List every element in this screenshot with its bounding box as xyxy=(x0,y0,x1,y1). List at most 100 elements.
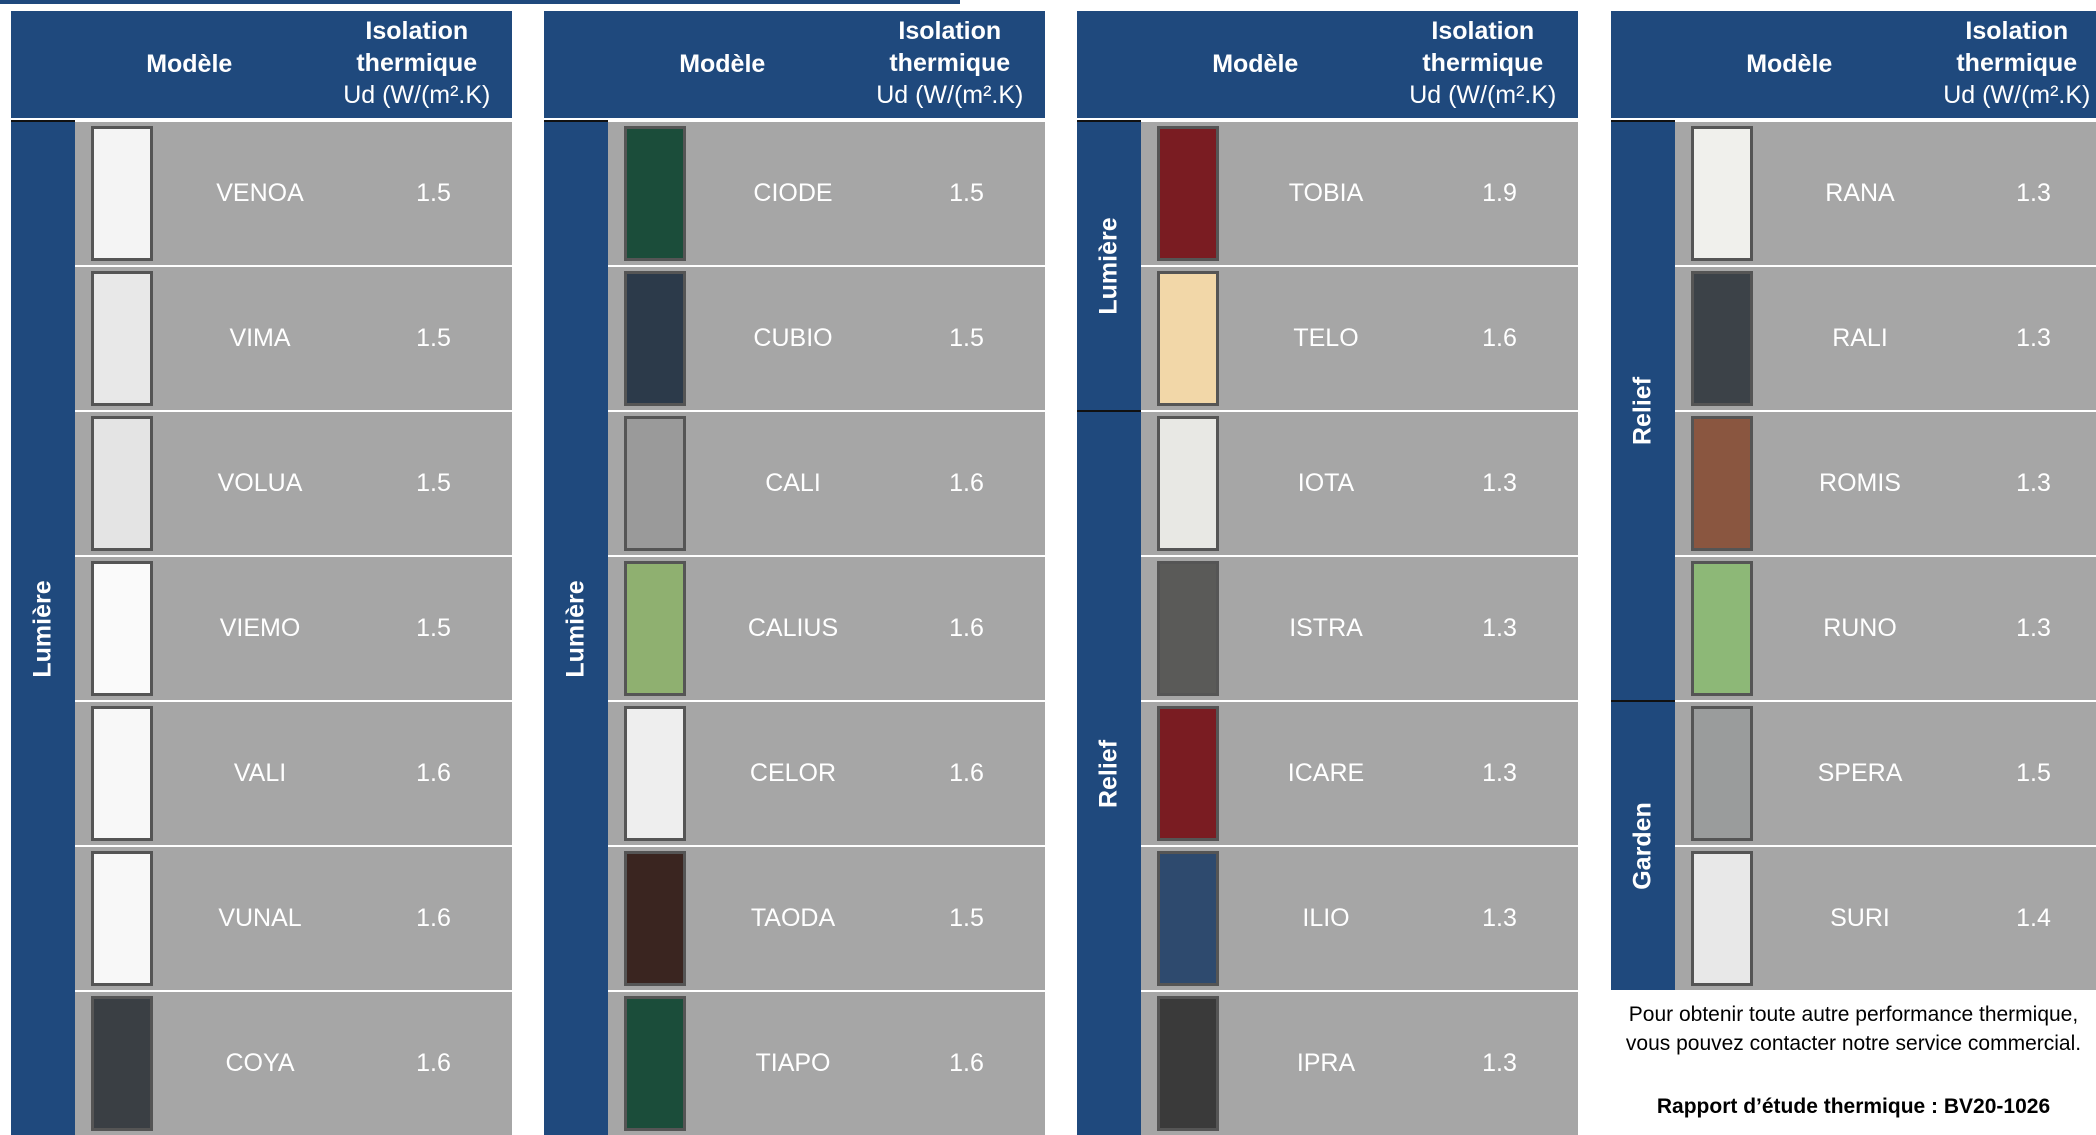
group-label-text: Lumière xyxy=(28,579,57,678)
model-name: CELOR xyxy=(698,702,888,845)
table-row: RALI 1.3 xyxy=(1675,265,2096,410)
ud-value: 1.6 xyxy=(355,702,512,845)
model-name: RANA xyxy=(1765,122,1955,265)
group-label: Lumière xyxy=(11,120,75,1135)
group-label: Lumière xyxy=(544,120,608,1135)
header-insulation: Isolation thermique Ud (W/(m².K) xyxy=(855,15,1045,111)
door-image xyxy=(91,851,153,986)
door-image xyxy=(1157,416,1219,551)
header-insulation-line: Isolation xyxy=(898,17,1002,45)
ud-value: 1.3 xyxy=(1421,847,1578,990)
header-insulation-line: thermique xyxy=(889,49,1011,77)
table-header: Modèle Isolation thermique Ud (W/(m².K) xyxy=(11,11,512,118)
door-image xyxy=(624,561,686,696)
door-image xyxy=(1691,126,1753,261)
group-label-text: Relief xyxy=(1094,739,1123,808)
ud-value: 1.5 xyxy=(888,267,1045,410)
model-name: CUBIO xyxy=(698,267,888,410)
header-insulation: Isolation thermique Ud (W/(m².K) xyxy=(322,15,512,111)
header-insulation-line: Isolation xyxy=(1965,17,2069,45)
model-name: SPERA xyxy=(1765,702,1955,845)
door-image xyxy=(1691,561,1753,696)
model-name: CIODE xyxy=(698,122,888,265)
door-image xyxy=(1157,996,1219,1131)
model-name: RUNO xyxy=(1765,557,1955,700)
model-name: CALI xyxy=(698,412,888,555)
ud-value: 1.5 xyxy=(1955,702,2096,845)
ud-value: 1.6 xyxy=(888,702,1045,845)
model-name: VENOA xyxy=(165,122,355,265)
header-insulation-line: Isolation xyxy=(365,17,469,45)
door-image xyxy=(1157,271,1219,406)
header-insulation-line: Isolation xyxy=(1431,17,1535,45)
table-header: Modèle Isolation thermique Ud (W/(m².K) xyxy=(1077,11,1578,118)
door-image xyxy=(624,416,686,551)
table-row: IPRA 1.3 xyxy=(1141,990,1578,1135)
table-row: TAODA 1.5 xyxy=(608,845,1045,990)
model-name: TIAPO xyxy=(698,992,888,1135)
door-image xyxy=(1691,271,1753,406)
door-image xyxy=(1157,851,1219,986)
model-name: VUNAL xyxy=(165,847,355,990)
group-label: Relief xyxy=(1611,120,1675,700)
table-row: VUNAL 1.6 xyxy=(75,845,512,990)
model-name: IOTA xyxy=(1231,412,1421,555)
table-row: COYA 1.6 xyxy=(75,990,512,1135)
door-image xyxy=(91,561,153,696)
door-image xyxy=(624,126,686,261)
table-row: TIAPO 1.6 xyxy=(608,990,1045,1135)
door-image xyxy=(91,996,153,1131)
table-header: Modèle Isolation thermique Ud (W/(m².K) xyxy=(544,11,1045,118)
top-rule xyxy=(0,0,960,4)
table-row: IOTA 1.3 xyxy=(1141,410,1578,555)
door-image xyxy=(1691,706,1753,841)
ud-value: 1.5 xyxy=(888,122,1045,265)
header-unit: Ud (W/(m².K) xyxy=(1943,81,2091,109)
door-image xyxy=(624,996,686,1131)
table-row: ROMIS 1.3 xyxy=(1675,410,2096,555)
header-insulation: Isolation thermique Ud (W/(m².K) xyxy=(1388,15,1578,111)
table-row: VALI 1.6 xyxy=(75,700,512,845)
model-name: VIEMO xyxy=(165,557,355,700)
header-model: Modèle xyxy=(1212,50,1299,78)
table-row: ICARE 1.3 xyxy=(1141,700,1578,845)
table-row: CALIUS 1.6 xyxy=(608,555,1045,700)
ud-value: 1.3 xyxy=(1955,557,2096,700)
ud-value: 1.5 xyxy=(355,267,512,410)
header-unit: Ud (W/(m².K) xyxy=(1409,81,1557,109)
group-label-text: Lumière xyxy=(561,579,590,678)
model-name: ILIO xyxy=(1231,847,1421,990)
ud-value: 1.6 xyxy=(888,412,1045,555)
table-row: CALI 1.6 xyxy=(608,410,1045,555)
table-row: ISTRA 1.3 xyxy=(1141,555,1578,700)
table-header: Modèle Isolation thermique Ud (W/(m².K) xyxy=(1611,11,2096,118)
door-image xyxy=(1157,706,1219,841)
ud-value: 1.6 xyxy=(888,992,1045,1135)
model-name: ISTRA xyxy=(1231,557,1421,700)
door-image xyxy=(91,706,153,841)
model-name: ICARE xyxy=(1231,702,1421,845)
table-row: CIODE 1.5 xyxy=(608,120,1045,265)
door-image xyxy=(624,271,686,406)
header-insulation: Isolation thermique Ud (W/(m².K) xyxy=(1922,15,2096,111)
table-row: CUBIO 1.5 xyxy=(608,265,1045,410)
ud-value: 1.6 xyxy=(355,992,512,1135)
table-row: SURI 1.4 xyxy=(1675,845,2096,990)
table-row: RUNO 1.3 xyxy=(1675,555,2096,700)
group-label-text: Garden xyxy=(1628,802,1657,890)
header-model: Modèle xyxy=(146,50,233,78)
ud-value: 1.6 xyxy=(1421,267,1578,410)
door-image xyxy=(1691,851,1753,986)
model-name: VALI xyxy=(165,702,355,845)
door-image xyxy=(1157,126,1219,261)
door-image xyxy=(91,416,153,551)
table-row: VOLUA 1.5 xyxy=(75,410,512,555)
group-label: Garden xyxy=(1611,700,1675,990)
ud-value: 1.3 xyxy=(1955,122,2096,265)
table-row: TOBIA 1.9 xyxy=(1141,120,1578,265)
ud-value: 1.4 xyxy=(1955,847,2096,990)
ud-value: 1.6 xyxy=(355,847,512,990)
group-label: Relief xyxy=(1077,410,1141,1135)
group-label-text: Relief xyxy=(1628,376,1657,446)
